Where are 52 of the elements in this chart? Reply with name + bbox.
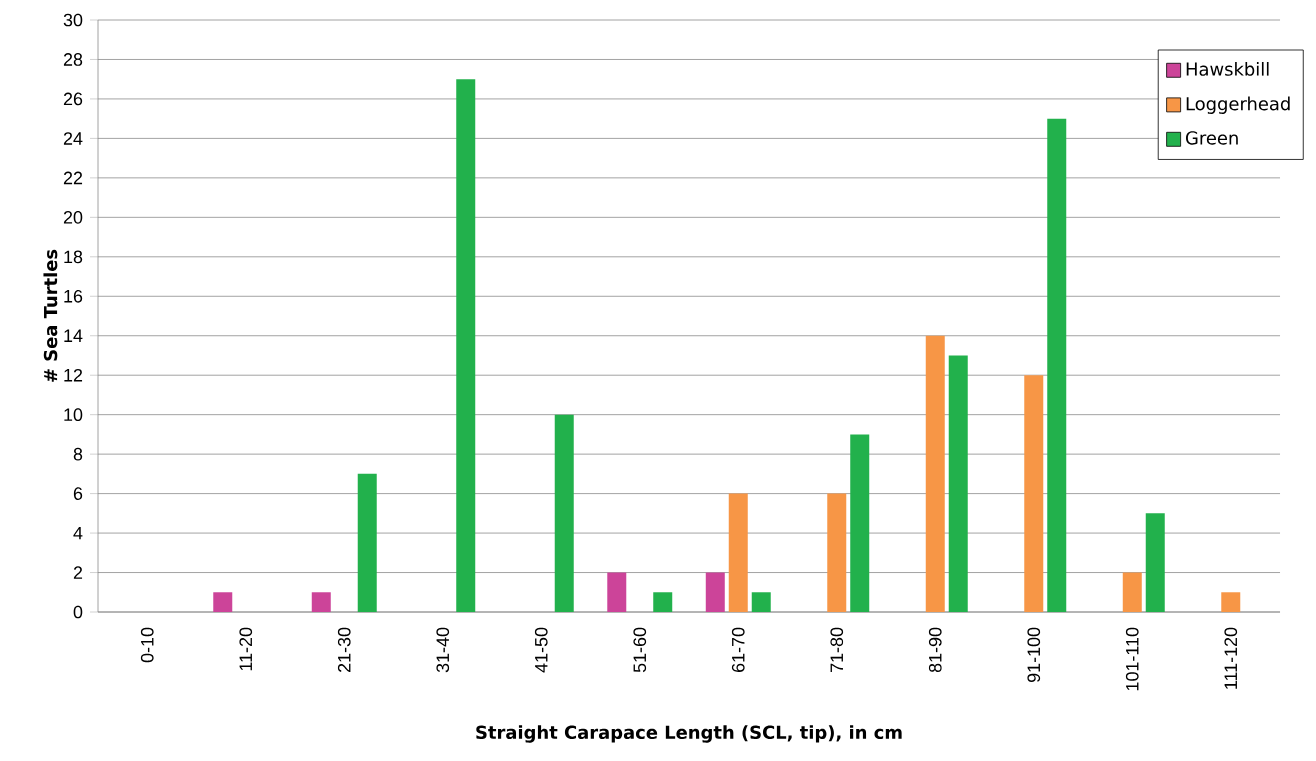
bar xyxy=(705,572,725,612)
x-tick-label: 91-100 xyxy=(1027,627,1041,683)
bar xyxy=(1221,592,1241,612)
y-tick-label: 30 xyxy=(63,13,83,27)
y-tick-label: 10 xyxy=(64,408,83,422)
bar xyxy=(653,592,673,612)
bar xyxy=(311,592,331,612)
bar xyxy=(554,414,574,612)
y-tick-label: 2 xyxy=(73,566,83,579)
y-tick-label: 12 xyxy=(64,368,83,382)
x-tick-label: 31-40 xyxy=(436,627,450,673)
y-tick-label: 8 xyxy=(73,447,83,461)
x-tick-label: 61-70 xyxy=(731,627,745,672)
bar xyxy=(1122,572,1142,612)
y-tick-label: 4 xyxy=(73,526,83,540)
bar xyxy=(213,592,233,612)
y-tick-label: 24 xyxy=(63,132,83,145)
y-tick-label: 20 xyxy=(63,210,83,224)
y-tick-label: 26 xyxy=(63,92,83,106)
y-tick-label: 22 xyxy=(63,171,83,185)
bar xyxy=(850,434,870,612)
bar xyxy=(728,493,748,612)
bar xyxy=(948,355,968,612)
y-axis-title: # Sea Turtles xyxy=(43,249,58,382)
y-tick-label: 18 xyxy=(64,250,83,264)
legend-label: Green xyxy=(1186,131,1238,145)
bar xyxy=(1024,375,1044,612)
bar xyxy=(357,473,377,612)
bar xyxy=(925,335,945,612)
x-tick-label: 111-120 xyxy=(1224,627,1238,689)
x-axis-title: Straight Carapace Length (SCL, tip), in cm xyxy=(476,725,902,743)
y-tick-label: 16 xyxy=(64,289,83,303)
bar xyxy=(1047,118,1067,612)
x-tick-label: 41-50 xyxy=(534,627,548,673)
x-tick-label: 11-20 xyxy=(239,627,253,671)
y-tick-label: 6 xyxy=(73,487,83,500)
bar xyxy=(456,79,476,612)
y-tick-label: 0 xyxy=(73,605,83,619)
bar xyxy=(607,572,627,612)
x-tick-label: 81-90 xyxy=(928,627,942,673)
y-tick-label: 28 xyxy=(63,53,83,66)
bar xyxy=(1145,513,1165,612)
bar xyxy=(827,493,847,612)
legend-label: Loggerhead xyxy=(1186,96,1290,114)
x-tick-label: 0-10 xyxy=(140,627,154,663)
x-tick-label: 101-110 xyxy=(1125,627,1139,691)
bar xyxy=(751,592,771,612)
y-tick-label: 14 xyxy=(64,329,83,342)
x-tick-label: 51-60 xyxy=(633,627,647,673)
legend-label: Hawskbill xyxy=(1186,61,1269,76)
x-tick-label: 71-80 xyxy=(830,627,844,672)
x-tick-label: 21-30 xyxy=(337,627,351,672)
